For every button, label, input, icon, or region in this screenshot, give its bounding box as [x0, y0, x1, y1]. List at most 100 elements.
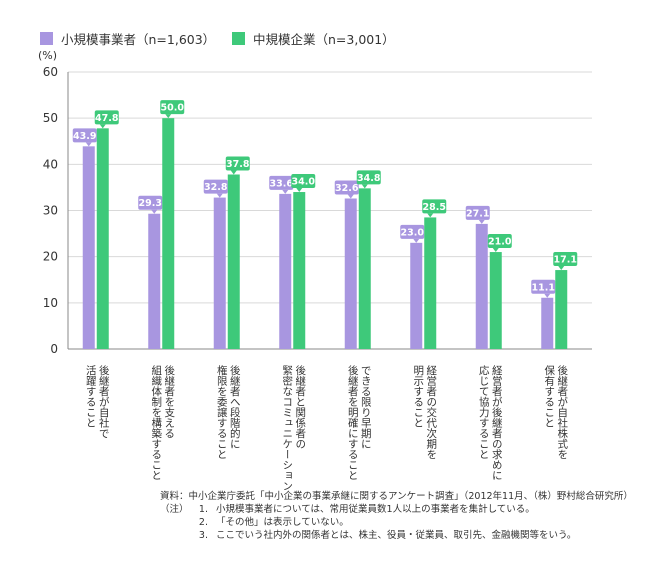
- category-label: 組織体制を構築すること: [150, 364, 162, 480]
- category-label: 活躍すること: [85, 365, 97, 428]
- y-tick-label: 20: [43, 250, 58, 264]
- data-label: 37.8: [226, 159, 250, 170]
- bar-medium: [424, 217, 437, 349]
- category-label: 権限を委譲すること: [216, 364, 228, 459]
- y-tick-label: 50: [43, 111, 58, 125]
- category-label: 経営者が後継者の求めに: [491, 364, 503, 480]
- bar-small: [82, 146, 95, 349]
- bar-small: [344, 198, 357, 349]
- data-label-pointer: [99, 124, 106, 129]
- data-label: 11.1: [532, 282, 555, 293]
- data-label-pointer: [165, 114, 172, 119]
- data-label: 23.0: [401, 227, 425, 238]
- data-label-pointer: [492, 248, 499, 253]
- note-num-1: 1.: [198, 504, 208, 515]
- data-label-pointer: [558, 266, 565, 271]
- category-label: 応じて協力すること: [478, 364, 490, 459]
- data-label-pointer: [85, 142, 92, 147]
- data-label: 21.0: [488, 237, 512, 248]
- data-label: 34.0: [292, 177, 316, 188]
- bar-medium: [489, 252, 502, 349]
- data-label-box: [553, 252, 578, 267]
- bar-medium: [227, 174, 240, 349]
- legend-swatch-small: [40, 32, 53, 45]
- data-label-pointer: [361, 184, 368, 189]
- data-label-pointer: [413, 238, 420, 243]
- category-label: 緊密なコミュニケーション: [281, 365, 293, 490]
- data-label: 47.8: [95, 113, 119, 124]
- bar-medium: [293, 192, 306, 349]
- category-label: 後継者へ段階的に: [229, 364, 241, 449]
- data-label: 17.1: [554, 255, 577, 266]
- data-label: 43.9: [73, 131, 96, 142]
- category-label: 後継者と関係者の: [294, 364, 306, 449]
- category-label: 経営者の交代次期を: [425, 364, 437, 459]
- data-label-box: [269, 175, 294, 190]
- category-label: 後継者を明確にすること: [347, 364, 359, 480]
- data-label-box: [138, 195, 163, 210]
- category-label: 後継者が自社で: [98, 364, 110, 438]
- legend-label-medium: 中規模企業（n=3,001）: [253, 32, 395, 47]
- note-row-3: 3. ここでいう社内外の関係者とは、株主、役員・従業員、取引先、金融機関等をいう…: [160, 529, 633, 542]
- data-label-pointer: [296, 188, 303, 193]
- data-label-box: [291, 174, 316, 189]
- note-num-2: 2.: [198, 517, 208, 528]
- data-label: 27.1: [466, 208, 489, 219]
- note-text-1: 小規模事業者については、常用従業員数1人以上の事業者を集計している。: [216, 504, 535, 515]
- y-tick-label: 60: [43, 65, 58, 79]
- legend-item-medium: 中規模企業（n=3,001）: [232, 29, 395, 48]
- data-label: 34.8: [357, 173, 381, 184]
- note-head: （注）: [160, 504, 189, 515]
- note-num-3: 3.: [198, 530, 208, 541]
- data-label-box: [94, 110, 119, 125]
- legend-item-small: 小規模事業者（n=1,603）: [40, 29, 215, 48]
- bar-small: [279, 193, 292, 349]
- legend-label-small: 小規模事業者（n=1,603）: [61, 32, 216, 47]
- source-text: 資料：中小企業庁委託「中小企業の事業承継に関するアンケート調査」（2012年11…: [160, 491, 633, 502]
- bar-small: [148, 213, 161, 349]
- data-label-pointer: [347, 194, 354, 199]
- y-tick-label: 10: [43, 296, 58, 310]
- data-label: 32.8: [204, 182, 228, 193]
- y-tick-label: 0: [50, 342, 58, 356]
- data-label: 50.0: [161, 103, 185, 114]
- note-text-2: 「その他」は表示していない。: [216, 517, 349, 528]
- data-label-box: [225, 156, 250, 171]
- category-label: 後継者を支える: [163, 364, 175, 438]
- bar-small: [410, 242, 423, 349]
- data-label-box: [334, 180, 359, 195]
- data-label: 28.5: [423, 202, 446, 213]
- legend-swatch-medium: [232, 32, 245, 45]
- notes: 資料：中小企業庁委託「中小企業の事業承継に関するアンケート調査」（2012年11…: [160, 490, 633, 542]
- note-row-1: （注） 1. 小規模事業者については、常用従業員数1人以上の事業者を集計している…: [160, 503, 633, 516]
- data-label-box: [465, 205, 490, 220]
- data-label-pointer: [282, 189, 289, 194]
- data-label-pointer: [478, 219, 485, 224]
- note-spacer: [160, 529, 184, 542]
- data-label-box: [422, 199, 447, 214]
- data-label-pointer: [427, 213, 434, 218]
- bar-small: [213, 197, 226, 349]
- data-label-box: [400, 224, 425, 239]
- category-label: 後継者が自社株式を: [556, 364, 568, 459]
- data-label-box: [160, 100, 185, 115]
- data-label-box: [356, 170, 381, 185]
- category-label: できる限り早期に: [360, 365, 372, 449]
- bar-medium: [96, 128, 109, 349]
- note-text-3: ここでいう社内外の関係者とは、株主、役員・従業員、取引先、金融機関等をいう。: [216, 530, 577, 541]
- category-label: 明示すること: [412, 365, 424, 428]
- data-label: 33.6: [270, 178, 294, 189]
- data-label-pointer: [230, 170, 237, 175]
- y-tick-label: 40: [43, 157, 58, 171]
- bar-medium: [555, 270, 568, 349]
- y-axis-unit: (%): [38, 49, 58, 62]
- category-label: 保有すること: [543, 364, 555, 428]
- data-label-pointer: [544, 293, 551, 298]
- data-label-pointer: [216, 193, 223, 198]
- data-label: 29.3: [139, 198, 162, 209]
- data-label-pointer: [151, 209, 158, 214]
- source-note: 資料：中小企業庁委託「中小企業の事業承継に関するアンケート調査」（2012年11…: [160, 490, 633, 503]
- note-spacer: [160, 516, 184, 529]
- data-label: 32.6: [335, 183, 359, 194]
